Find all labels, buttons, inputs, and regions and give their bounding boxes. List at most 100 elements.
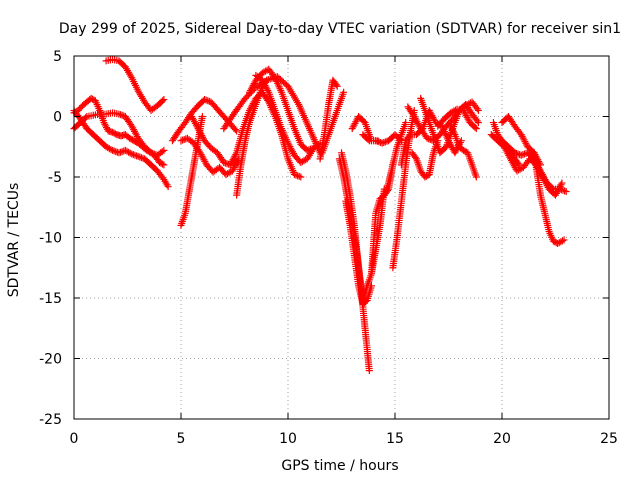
chart-title: Day 299 of 2025, Sidereal Day-to-day VTE… (59, 21, 621, 37)
data-point (243, 93, 251, 101)
data-point (133, 152, 141, 160)
data-point (447, 124, 455, 132)
data-point (126, 149, 134, 157)
axis-ticks: 0 5 10 15 20 25 5 0 -5 -10 -15 -20 -25 (39, 49, 618, 447)
data-point (423, 134, 431, 142)
x-axis-label: GPS time / hours (281, 458, 398, 474)
data-point (112, 148, 120, 156)
x-tick-label: 5 (177, 431, 186, 447)
data-point (425, 135, 433, 143)
data-point (82, 114, 90, 122)
data-point (557, 238, 565, 246)
data-point (297, 173, 305, 181)
data-point (448, 126, 456, 134)
data-point (514, 150, 522, 158)
data-point (373, 137, 381, 145)
data-point (402, 119, 410, 127)
data-point (118, 111, 126, 119)
data-point (198, 113, 206, 120)
series-arc-31 (487, 131, 566, 199)
data-point (511, 149, 519, 157)
series-arc-32 (498, 113, 545, 169)
data-point (519, 151, 527, 159)
data-point (137, 154, 145, 162)
series-arc-17 (342, 197, 375, 308)
data-point (303, 146, 311, 154)
data-point (473, 117, 481, 125)
data-point (473, 105, 481, 113)
y-tick-label: -5 (48, 170, 62, 186)
data-point (134, 152, 142, 160)
data-point (115, 149, 123, 157)
data-point (562, 188, 570, 196)
data-point (100, 119, 108, 127)
y-tick-label: -15 (39, 291, 62, 307)
data-point (179, 136, 187, 144)
data-point (241, 94, 249, 102)
data-point (159, 174, 167, 182)
data-point (220, 158, 228, 166)
data-point (294, 172, 302, 180)
data-point (292, 171, 300, 179)
data-point (231, 126, 239, 134)
data-point (201, 96, 209, 104)
series-arc-3 (70, 94, 168, 169)
data-point (561, 187, 569, 195)
data-point (117, 148, 125, 156)
data-point (375, 138, 383, 146)
data-point (558, 179, 566, 187)
data-point (517, 151, 525, 159)
series-arc-14 (318, 88, 348, 157)
data-point (233, 127, 241, 135)
data-point (365, 367, 373, 375)
data-point (340, 88, 348, 96)
y-tick-label: 0 (53, 110, 62, 126)
data-point (472, 173, 480, 181)
data-point (160, 96, 168, 104)
x-tick-label: 10 (279, 431, 297, 447)
data-point (159, 97, 167, 105)
data-point (101, 120, 109, 128)
series-arc-33 (530, 149, 568, 248)
series-arc-6 (177, 134, 243, 179)
data-point (107, 145, 115, 153)
y-tick-label: -20 (39, 352, 62, 368)
series-arc-10 (233, 76, 271, 199)
data-point (300, 157, 308, 165)
series-arc-7 (177, 113, 206, 229)
series-arc-2 (70, 106, 172, 191)
data-point (136, 153, 144, 161)
series-arc-26 (417, 94, 482, 157)
data-point (405, 132, 413, 140)
data-point (177, 137, 185, 145)
data-point (110, 147, 118, 155)
data-point (378, 139, 386, 147)
data-point (372, 137, 380, 145)
data-point (333, 82, 341, 90)
data-point (449, 127, 457, 135)
data-point (332, 81, 340, 89)
data-point (158, 160, 166, 168)
data-point (115, 110, 123, 118)
data-point (560, 236, 568, 244)
x-tick-label: 20 (493, 431, 511, 447)
data-point (471, 123, 479, 131)
data-point (295, 172, 303, 180)
y-axis-label: SDTVAR / TECUs (6, 183, 22, 298)
data-point (512, 149, 520, 157)
data-point (160, 161, 168, 169)
data-point (204, 97, 212, 105)
data-point (447, 122, 455, 130)
data-point (117, 111, 125, 119)
data-point (290, 171, 298, 179)
data-point (367, 282, 375, 290)
data-point (129, 151, 137, 159)
data-point (264, 87, 272, 95)
x-tick-label: 0 (70, 431, 79, 447)
data-point (244, 91, 252, 99)
data-point (225, 169, 233, 177)
x-tick-label: 15 (386, 431, 404, 447)
data-point (310, 144, 318, 152)
data-point (131, 151, 139, 159)
data-point (514, 159, 522, 167)
